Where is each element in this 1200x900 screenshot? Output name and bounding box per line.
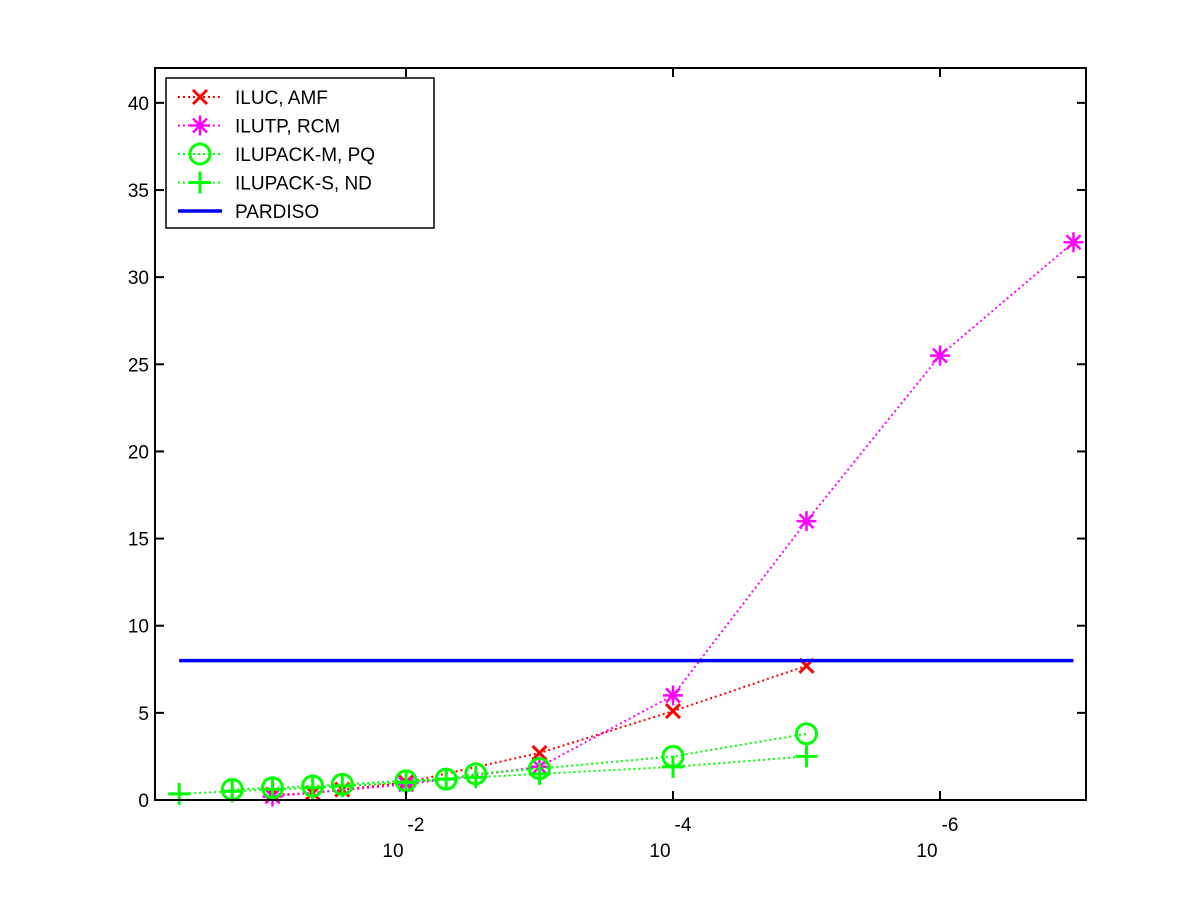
x-tick-exponent: -6 [942, 815, 959, 836]
legend-marker-iluc-amf [191, 88, 209, 106]
y-tick-label: 0 [138, 791, 149, 812]
data-point-ilupack-s-nd-1 [221, 780, 244, 803]
legend-marker-ilupack-s-nd [189, 171, 211, 194]
data-point-ilupack-s-nd-10 [795, 745, 818, 768]
data-point-iluc-amf-4 [531, 744, 548, 762]
data-point-ilupack-s-nd-9 [662, 755, 684, 778]
series-ilupack-s-nd [168, 745, 818, 805]
x-tick-exponent: -4 [675, 815, 692, 836]
y-tick-label: 10 [128, 617, 149, 638]
y-tick-label: 25 [128, 355, 149, 376]
data-point-ilupack-s-nd-8 [528, 762, 551, 785]
legend-item-iluc-amf: ILUC, AMF [178, 88, 328, 109]
data-point-ilupack-s-nd-7 [464, 766, 487, 789]
y-tick-label: 40 [128, 94, 149, 115]
data-point-ilutp-rcm-3 [663, 685, 683, 706]
data-point-ilutp-rcm-6 [1063, 232, 1084, 253]
data-point-ilupack-s-nd-4 [331, 775, 354, 798]
data-point-ilupack-m-pq-9 [795, 722, 818, 746]
data-point-ilutp-rcm-5 [930, 345, 950, 366]
series-ilutp-rcm [262, 232, 1084, 807]
legend-item-ilupack-s-nd: ILUPACK-S, ND [178, 171, 372, 195]
x-tick-base: 10 [382, 841, 403, 862]
data-point-ilupack-s-nd-6 [435, 768, 458, 791]
data-point-ilutp-rcm-4 [796, 511, 817, 532]
legend-label: ILUTP, RCM [235, 117, 340, 138]
legend-label: PARDISO [235, 202, 319, 223]
y-tick-label: 35 [128, 181, 149, 202]
legend-label: ILUC, AMF [235, 88, 328, 109]
data-point-ilupack-s-nd-3 [301, 776, 324, 799]
legend-item-ilupack-m-pq: ILUPACK-M, PQ [178, 142, 375, 166]
axes-box [154, 67, 1087, 801]
series-line-ilupack-m-pq [232, 732, 807, 791]
x-tick-base: 10 [649, 841, 670, 862]
data-point-ilupack-s-nd-2 [261, 778, 284, 801]
plot-area [168, 232, 1084, 807]
data-point-ilupack-s-nd-5 [395, 771, 417, 794]
y-tick-label: 20 [128, 442, 149, 463]
legend-marker-ilutp-rcm [190, 115, 210, 136]
legend-item-pardiso: PARDISO [178, 202, 319, 223]
data-point-iluc-amf-5 [664, 703, 682, 720]
y-tick-label: 5 [138, 704, 149, 725]
legend-marker-ilupack-m-pq [188, 142, 212, 166]
legend-item-ilutp-rcm: ILUTP, RCM [178, 115, 340, 138]
legend-label: ILUPACK-M, PQ [235, 145, 375, 166]
series-line-ilutp-rcm [272, 241, 1075, 798]
data-point-ilupack-s-nd-0 [168, 782, 191, 805]
series-line-ilupack-s-nd [179, 755, 807, 795]
x-tick-exponent: -2 [408, 815, 425, 836]
y-tick-label: 15 [128, 530, 149, 551]
legend: ILUC, AMF ILUTP, RCM ILUPACK-M, PQ ILUPACK-… [165, 77, 435, 229]
y-tick-label: 30 [128, 268, 149, 289]
x-tick-base: 10 [916, 841, 937, 862]
legend-label: ILUPACK-S, ND [235, 174, 372, 195]
